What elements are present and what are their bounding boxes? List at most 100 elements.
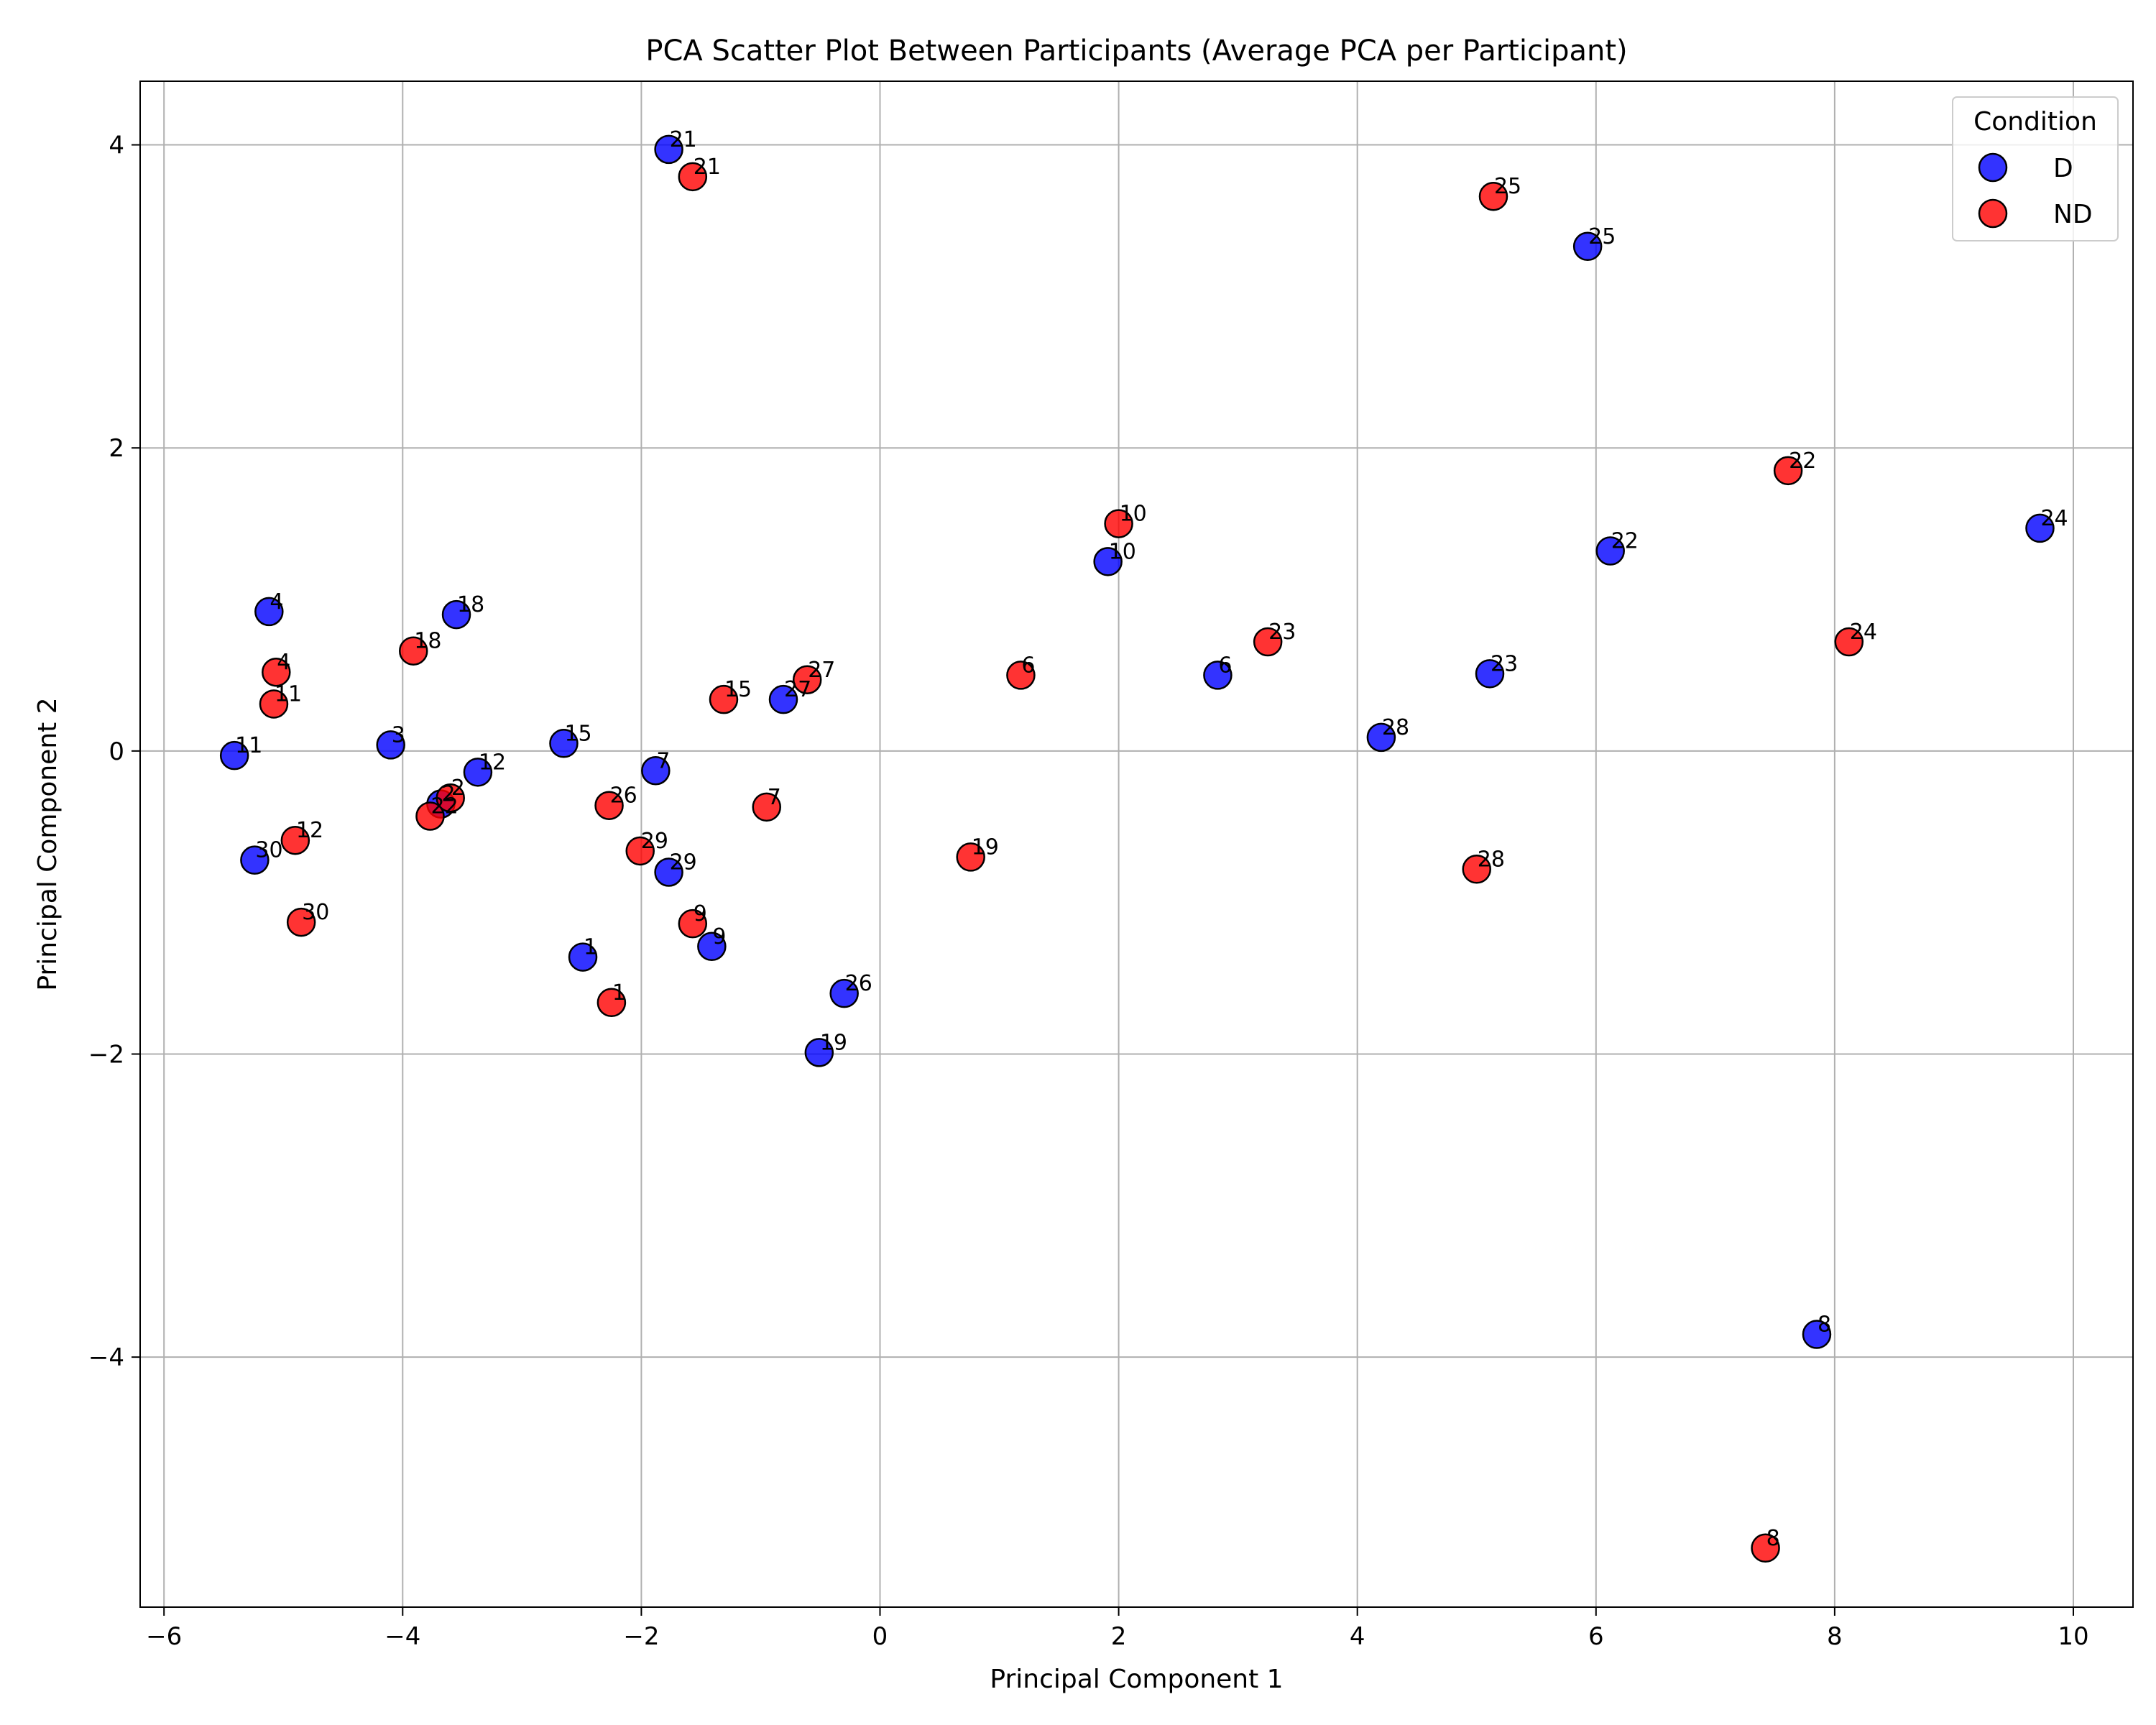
point-nd-12 (280, 825, 310, 855)
point-nd-6 (1006, 661, 1036, 690)
point-label-d-28: 28 (1382, 715, 1409, 740)
point-label-nd-8: 8 (1766, 1526, 1780, 1551)
point-d-18 (441, 599, 471, 630)
point-nd-1 (596, 988, 627, 1018)
point-label-nd-1: 1 (612, 980, 626, 1006)
point-nd-21 (678, 162, 708, 192)
point-label-d-19: 19 (820, 1030, 847, 1055)
point-nd-9 (678, 908, 708, 939)
point-label-nd-9: 9 (694, 901, 707, 926)
point-label-nd-7: 7 (768, 785, 781, 810)
point-d-12 (463, 758, 493, 787)
point-nd-28 (1462, 855, 1491, 884)
point-label-nd-11: 11 (275, 681, 302, 707)
point-label-d-15: 15 (564, 721, 591, 746)
legend-title: Condition (1973, 107, 2097, 137)
x-tick-label: 4 (1350, 1622, 1365, 1651)
point-label-d-23: 23 (1491, 651, 1518, 676)
legend-label-d: D (2053, 154, 2073, 183)
point-label-d-18: 18 (457, 592, 484, 617)
point-d-7 (641, 756, 671, 786)
point-nd-15 (709, 684, 739, 714)
x-tick-label: −6 (146, 1622, 182, 1651)
point-nd-19 (956, 842, 985, 872)
point-d-27 (768, 684, 798, 714)
x-tick-label: 0 (872, 1622, 888, 1651)
point-label-d-27: 27 (784, 677, 811, 702)
point-label-d-10: 10 (1109, 539, 1136, 564)
point-label-nd-25: 25 (1494, 174, 1521, 199)
point-label-nd-24: 24 (1850, 620, 1877, 645)
point-nd-22 (1773, 456, 1803, 486)
point-label-d-24: 24 (2040, 506, 2068, 531)
y-tick-label: −4 (88, 1343, 124, 1372)
point-label-nd-22: 22 (430, 794, 458, 819)
x-tick-label: 8 (1827, 1622, 1843, 1651)
x-axis-label: Principal Component 1 (990, 1665, 1283, 1694)
point-d-9 (697, 932, 727, 962)
point-label-nd-2: 2 (451, 776, 465, 801)
y-tick-label: 2 (109, 434, 124, 463)
data-points (219, 134, 2055, 1563)
point-nd-2 (436, 783, 465, 813)
point-d-22 (1595, 536, 1625, 566)
point-label-nd-15: 15 (724, 677, 752, 702)
point-label-nd-23: 23 (1268, 620, 1296, 645)
point-label-d-3: 3 (392, 722, 405, 748)
y-tick-label: 4 (109, 132, 124, 160)
legend: Condition D ND (1952, 96, 2119, 242)
grid (140, 81, 2133, 1607)
point-label-d-26: 26 (845, 971, 872, 996)
point-d-1 (568, 942, 598, 972)
point-d-6 (1203, 661, 1233, 690)
point-d-23 (1475, 659, 1505, 689)
plot-frame (139, 80, 2134, 1608)
point-label-d-7: 7 (656, 748, 670, 773)
point-d-10 (1093, 547, 1123, 576)
point-d-29 (654, 857, 683, 887)
point-nd-30 (286, 907, 316, 937)
point-d-11 (219, 740, 249, 770)
x-tick-label: −4 (384, 1622, 420, 1651)
point-nd-11 (259, 689, 289, 719)
point-d-19 (804, 1038, 834, 1067)
point-d-3 (376, 730, 405, 760)
point-label-d-1: 1 (584, 935, 597, 960)
point-d-15 (549, 729, 579, 758)
legend-marker-nd (1978, 198, 2008, 229)
point-label-d-8: 8 (1818, 1312, 1831, 1338)
legend-label-nd: ND (2053, 200, 2093, 229)
point-label-nd-30: 30 (302, 900, 329, 925)
point-d-28 (1366, 722, 1396, 753)
point-d-21 (654, 134, 683, 165)
point-nd-22 (415, 801, 445, 831)
point-nd-4 (262, 657, 291, 687)
x-tick-label: −2 (623, 1622, 659, 1651)
point-nd-27 (792, 665, 822, 695)
x-tick-label: 10 (2058, 1622, 2088, 1651)
y-axis-label: Principal Component 2 (33, 697, 63, 990)
point-label-d-11: 11 (235, 733, 262, 758)
legend-marker-d (1978, 152, 2008, 183)
point-label-d-21: 21 (670, 127, 697, 152)
point-label-nd-12: 12 (296, 818, 323, 843)
point-label-nd-28: 28 (1478, 847, 1505, 872)
point-label-nd-4: 4 (277, 650, 290, 675)
point-label-nd-18: 18 (414, 629, 441, 654)
point-label-nd-22: 22 (1789, 448, 1816, 474)
point-label-nd-19: 19 (972, 834, 999, 860)
point-label-d-22: 22 (1611, 529, 1639, 554)
point-label-nd-29: 29 (641, 829, 668, 854)
point-nd-10 (1104, 509, 1133, 538)
point-nd-24 (1834, 627, 1864, 657)
x-tick-label: 2 (1111, 1622, 1127, 1651)
y-tick-label: −2 (88, 1040, 124, 1069)
point-label-nd-27: 27 (808, 658, 835, 683)
point-label-d-6: 6 (1218, 653, 1232, 678)
point-label-d-12: 12 (479, 750, 506, 775)
